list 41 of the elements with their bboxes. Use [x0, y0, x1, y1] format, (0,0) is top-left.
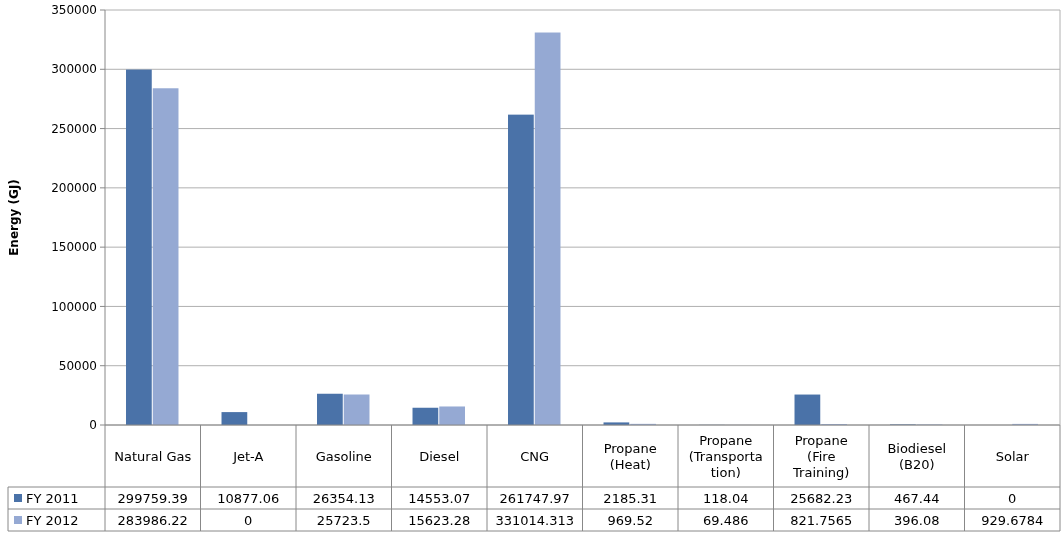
legend-label: FY 2011	[26, 490, 79, 506]
data-label: 299759.39	[117, 490, 188, 506]
y-tick-label: 100000	[51, 299, 97, 314]
data-label: 69.486	[703, 512, 749, 528]
data-label: 26354.13	[312, 490, 375, 506]
y-tick-label: 150000	[51, 240, 97, 255]
data-label: 0	[1008, 490, 1017, 506]
data-label: 118.04	[703, 490, 749, 506]
x-tick-label: Propane (Fire Training)	[792, 432, 850, 480]
data-label: 969.52	[607, 512, 653, 528]
data-label: 331014.313	[495, 512, 575, 528]
data-label: 821.7565	[790, 512, 853, 528]
x-tick-label: Biodiesel (B20)	[887, 440, 947, 472]
x-tick-label: Natural Gas	[114, 448, 192, 464]
x-tick-label: Diesel	[419, 448, 460, 464]
y-axis-title: Energy (GJ)	[7, 179, 21, 256]
y-tick-label: 250000	[51, 121, 97, 136]
x-tick-label: Jet-A	[232, 448, 264, 464]
data-label: 0	[244, 512, 253, 528]
data-label: 467.44	[894, 490, 940, 506]
data-label: 929.6784	[981, 512, 1044, 528]
data-label: 10877.06	[217, 490, 280, 506]
data-label: 396.08	[894, 512, 940, 528]
y-tick-label: 0	[89, 418, 97, 433]
x-tick-label: CNG	[520, 448, 550, 464]
data-label: 25723.5	[316, 512, 371, 528]
x-tick-label: Gasoline	[315, 448, 372, 464]
x-tick-label: Propane (Heat)	[603, 440, 657, 472]
data-label: 283986.22	[117, 512, 188, 528]
data-label: 15623.28	[408, 512, 471, 528]
y-tick-label: 200000	[51, 181, 97, 196]
data-label: 261747.97	[499, 490, 570, 506]
data-label: 14553.07	[408, 490, 471, 506]
x-tick-label: Propane (Transportation)	[688, 432, 763, 480]
legend-label: FY 2012	[26, 512, 79, 528]
y-tick-label: 300000	[51, 62, 97, 77]
y-tick-label: 50000	[58, 358, 97, 373]
data-label: 25682.23	[790, 490, 853, 506]
y-tick-label: 350000	[51, 3, 97, 18]
data-label: 2185.31	[603, 490, 658, 506]
x-tick-label: Solar	[995, 448, 1030, 464]
